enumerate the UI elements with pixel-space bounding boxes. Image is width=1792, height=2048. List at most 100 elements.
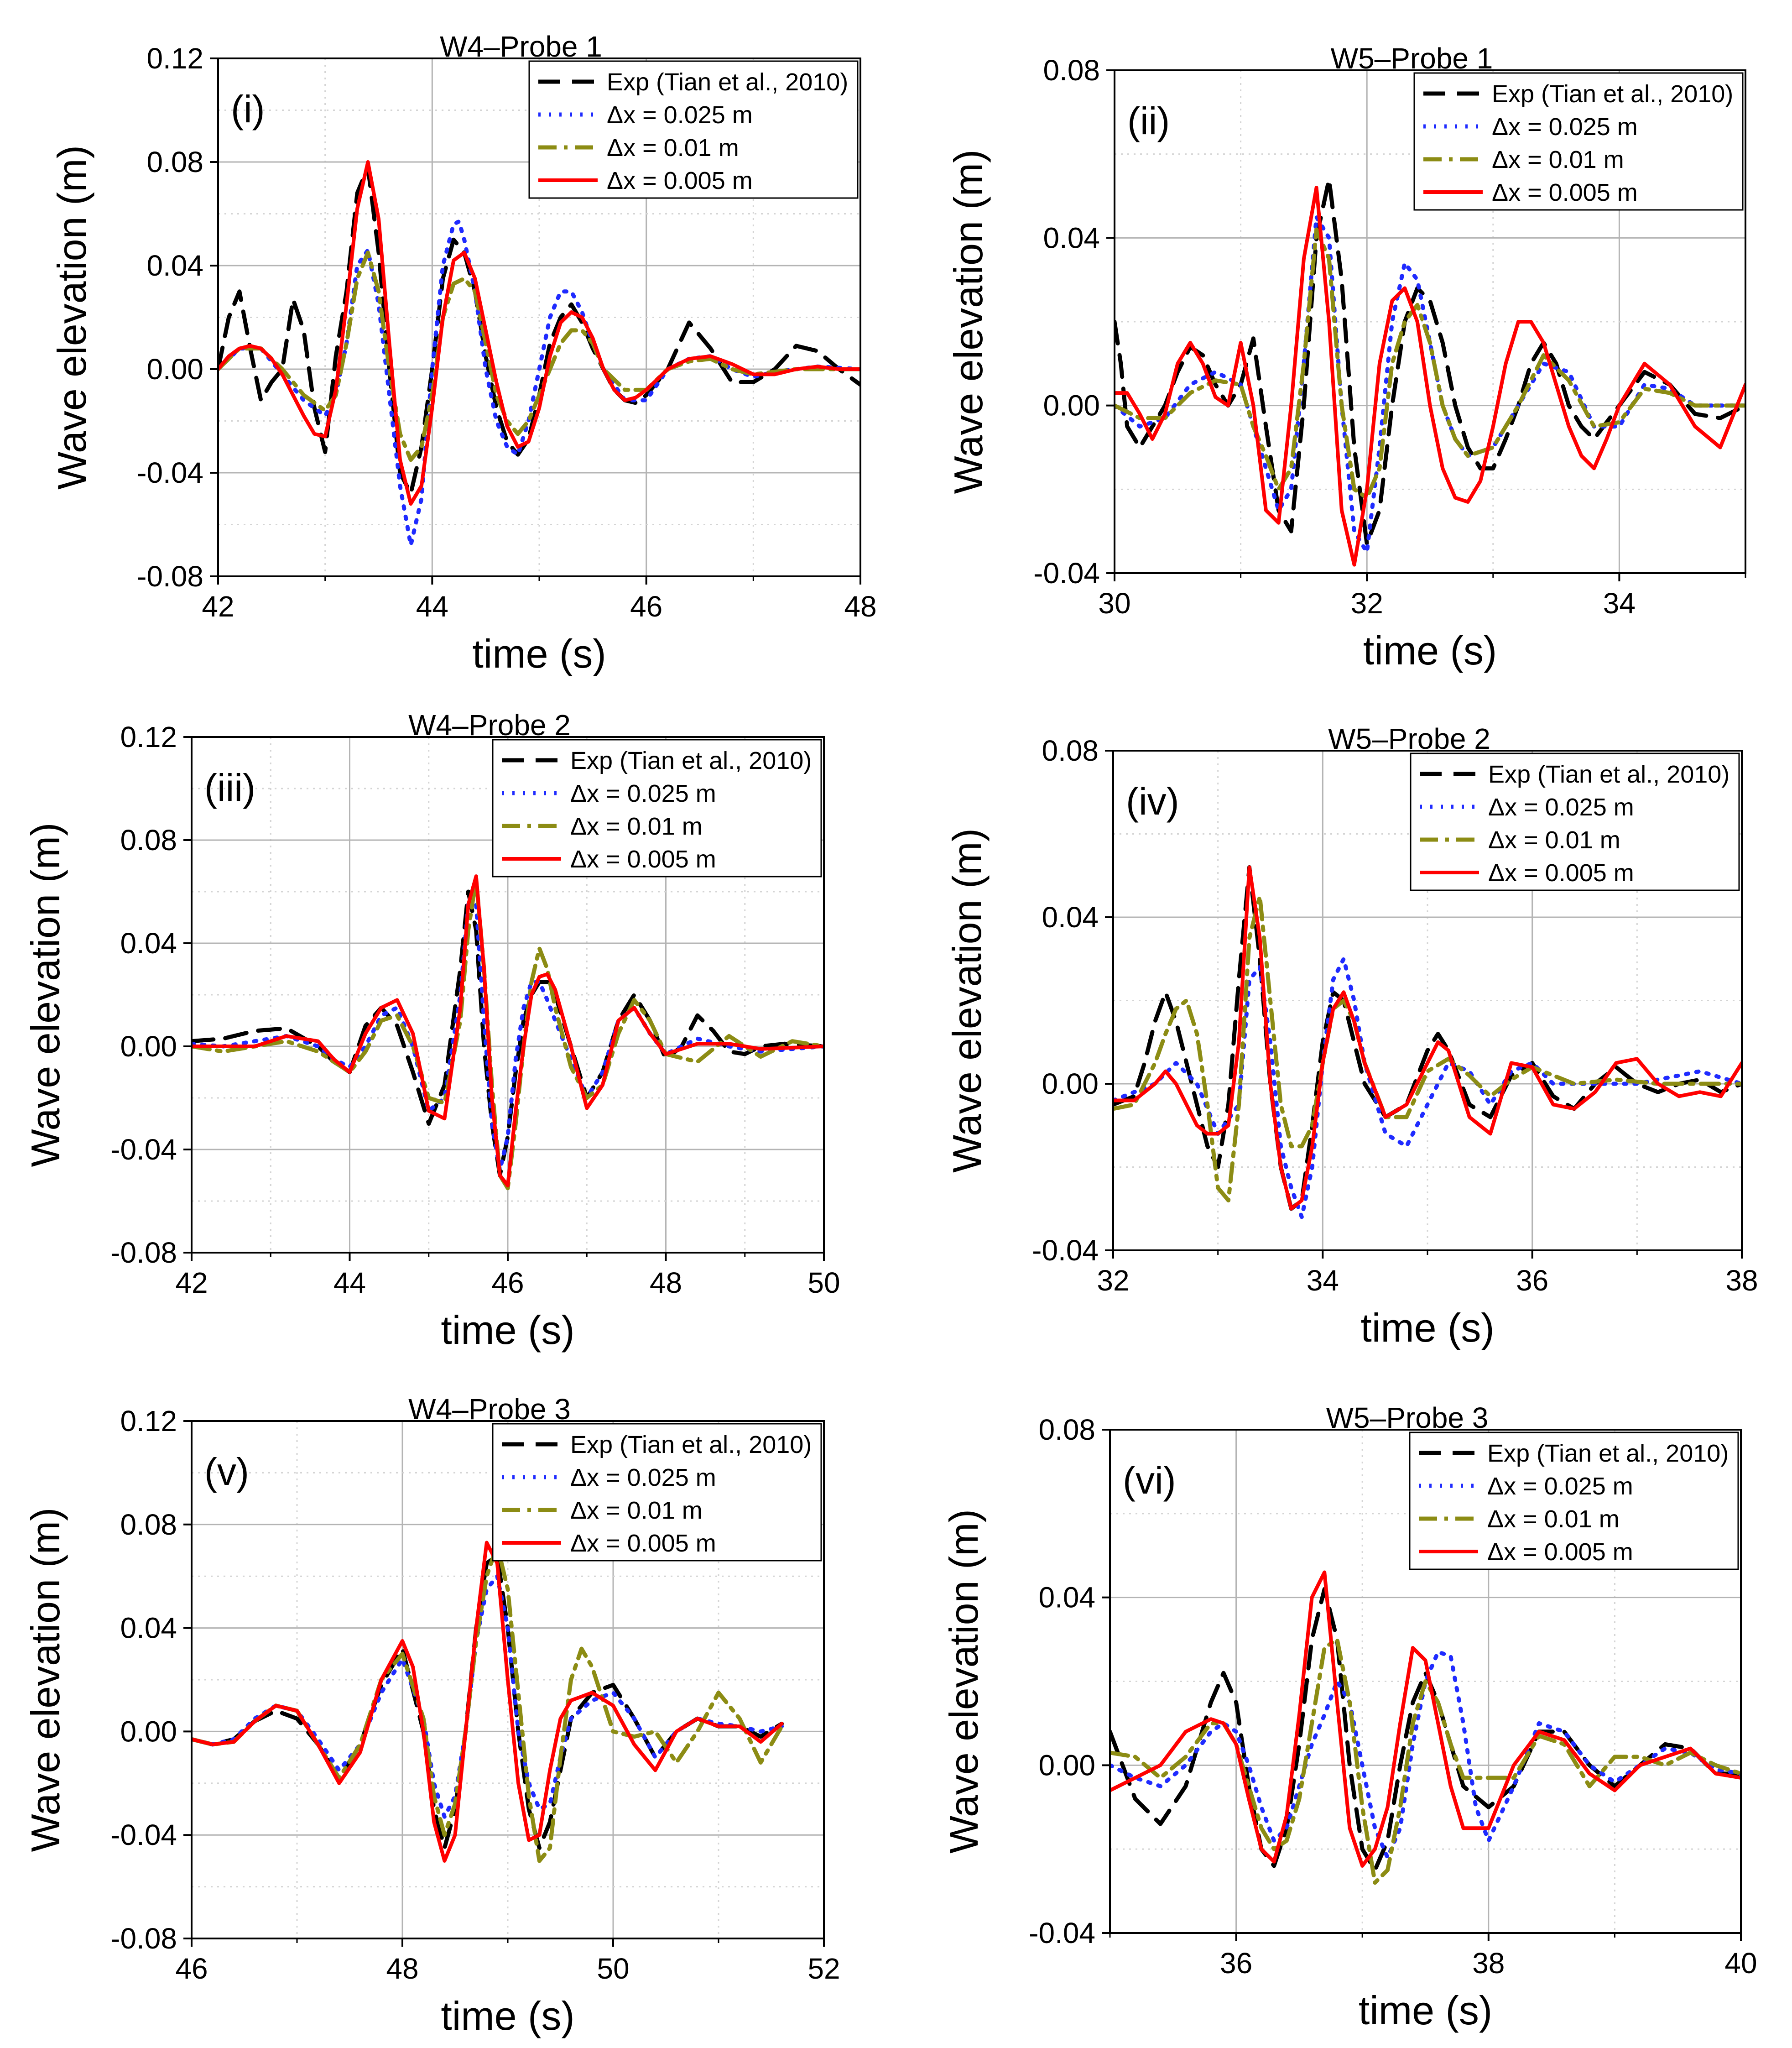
x-axis-label: time (s) <box>472 631 606 676</box>
y-tick-label: -0.04 <box>110 1133 177 1166</box>
legend-entry-dx005: Δx = 0.005 m <box>570 1530 716 1557</box>
legend-entry-dx005: Δx = 0.005 m <box>1488 859 1634 887</box>
panel-tag: (vi) <box>1123 1459 1176 1502</box>
chart-panel-6: 36 38 40 -0.04 0.00 0.04 0.08 time (s) Wave elev… <box>941 1401 1757 2033</box>
x-tick-label: 48 <box>386 1952 418 1985</box>
y-tick-label: -0.04 <box>1033 557 1100 590</box>
y-axis-label: Wave elevation (m) <box>941 1509 986 1854</box>
x-tick-label: 34 <box>1603 587 1636 620</box>
x-tick-label: 50 <box>807 1266 840 1299</box>
y-tick-label: 0.04 <box>1042 901 1099 934</box>
y-tick-label: 0.08 <box>1043 54 1100 87</box>
series-line-dx01 <box>1115 227 1745 500</box>
series-line-exp <box>218 165 860 496</box>
y-tick-label: 0.00 <box>1043 389 1100 422</box>
panel-tag: (ii) <box>1127 99 1170 142</box>
y-tick-label: 0.04 <box>120 1612 177 1645</box>
series-line-dx005 <box>192 874 824 1188</box>
plot-frame <box>1109 1429 1742 1934</box>
legend: Exp (Tian et al., 2010) Δx = 0.025 m Δx = … <box>1410 752 1740 891</box>
x-tick-label: 36 <box>1220 1947 1252 1980</box>
chart-panel-5: 46 48 50 52 -0.08 -0.04 0.00 0.04 0.08 0.12 time (… <box>23 1393 840 2038</box>
y-tick-label: -0.08 <box>110 1922 177 1955</box>
x-axis-label: time (s) <box>1363 628 1497 673</box>
x-tick-label: 34 <box>1307 1264 1339 1297</box>
y-tick-label: 0.12 <box>146 42 203 75</box>
series-line-dx01 <box>1113 894 1742 1202</box>
y-tick-label: -0.08 <box>110 1236 177 1269</box>
panel-tag: (i) <box>231 88 265 131</box>
legend: Exp (Tian et al., 2010) Δx = 0.025 m Δx = … <box>1409 1432 1739 1570</box>
legend-entry-dx025: Δx = 0.025 m <box>1487 1473 1633 1500</box>
x-axis-label: time (s) <box>1359 1988 1492 2033</box>
legend-entry-dx025: Δx = 0.025 m <box>570 1464 716 1491</box>
series-line-dx025 <box>192 1574 784 1819</box>
chart-title: W4–Probe 3 <box>408 1393 571 1426</box>
series-line-dx005 <box>218 160 860 506</box>
chart-title: W5–Probe 3 <box>1326 1401 1489 1434</box>
legend-entry-dx025: Δx = 0.025 m <box>1492 113 1638 141</box>
legend-entry-dx025: Δx = 0.025 m <box>570 780 716 807</box>
x-tick-label: 46 <box>630 590 662 623</box>
chart-panel-4: 32 34 36 38 -0.04 0.00 0.04 0.08 time (s) Wave el… <box>944 722 1758 1350</box>
legend-box <box>1410 752 1740 891</box>
y-tick-label: 0.08 <box>1042 734 1099 767</box>
x-tick-label: 50 <box>597 1952 629 1985</box>
y-tick-label: -0.04 <box>1032 1234 1099 1267</box>
legend-box <box>492 1423 822 1562</box>
y-tick-label: 0.04 <box>120 927 177 960</box>
x-tick-label: 38 <box>1725 1264 1758 1297</box>
legend-entry-exp: Exp (Tian et al., 2010) <box>570 747 812 774</box>
y-tick-label: 0.08 <box>120 1508 177 1541</box>
y-tick-label: 0.00 <box>120 1715 177 1748</box>
legend: Exp (Tian et al., 2010) Δx = 0.025 m Δx = … <box>528 60 859 199</box>
legend-box <box>492 739 822 878</box>
chart-panel-3: 42 44 46 48 50 -0.08 -0.04 0.00 0.04 0.08 0.12 time… <box>23 709 840 1353</box>
chart-panel-2: 30 32 34 -0.04 0.00 0.04 0.08 time (s) Wave elev… <box>946 42 1746 673</box>
y-axis-label: Wave elevation (m) <box>49 145 94 490</box>
legend: Exp (Tian et al., 2010) Δx = 0.025 m Δx = … <box>492 739 822 878</box>
y-axis-label: Wave elevation (m) <box>946 150 991 494</box>
legend-entry-dx005: Δx = 0.005 m <box>607 167 753 194</box>
legend-entry-dx025: Δx = 0.025 m <box>1488 794 1634 821</box>
x-tick-label: 42 <box>202 590 234 623</box>
x-tick-label: 32 <box>1351 587 1383 620</box>
legend-entry-dx025: Δx = 0.025 m <box>607 101 753 129</box>
chart-title: W4–Probe 1 <box>440 30 602 63</box>
y-tick-label: 0.12 <box>120 721 177 753</box>
y-tick-label: 0.08 <box>146 146 203 178</box>
panel-tag: (iii) <box>204 766 255 809</box>
legend-box <box>528 60 859 199</box>
chart-title: W4–Probe 2 <box>408 709 571 742</box>
x-tick-label: 32 <box>1097 1264 1129 1297</box>
x-tick-label: 40 <box>1724 1947 1757 1980</box>
x-tick-label: 44 <box>416 590 448 623</box>
legend: Exp (Tian et al., 2010) Δx = 0.025 m Δx = … <box>492 1423 822 1562</box>
x-tick-label: 44 <box>333 1266 366 1299</box>
x-axis-label: time (s) <box>441 1993 574 2038</box>
y-tick-label: 0.04 <box>146 249 203 282</box>
y-tick-label: 0.00 <box>1038 1749 1095 1782</box>
legend-entry-dx005: Δx = 0.005 m <box>1487 1538 1633 1566</box>
y-axis-label: Wave elevation (m) <box>944 828 990 1173</box>
x-tick-label: 36 <box>1516 1264 1548 1297</box>
y-tick-label: 0.00 <box>120 1030 177 1063</box>
y-axis-label: Wave elevation (m) <box>23 823 68 1167</box>
x-tick-label: 48 <box>844 590 876 623</box>
series-line-dx025 <box>1110 1650 1741 1860</box>
legend-entry-dx01: Δx = 0.01 m <box>1487 1505 1620 1533</box>
legend-entry-dx005: Δx = 0.005 m <box>1492 179 1638 206</box>
y-tick-label: 0.04 <box>1038 1581 1095 1614</box>
y-tick-label: -0.08 <box>137 560 203 593</box>
legend-entry-dx01: Δx = 0.01 m <box>607 134 739 162</box>
legend-entry-exp: Exp (Tian et al., 2010) <box>1487 1440 1729 1467</box>
y-tick-label: -0.04 <box>137 456 203 489</box>
legend-entry-dx01: Δx = 0.01 m <box>1488 826 1620 854</box>
legend-entry-exp: Exp (Tian et al., 2010) <box>1488 761 1729 788</box>
legend: Exp (Tian et al., 2010) Δx = 0.025 m Δx = … <box>1413 72 1744 211</box>
x-tick-label: 38 <box>1472 1947 1505 1980</box>
chart-title: W5–Probe 1 <box>1331 42 1493 75</box>
chart-title: W5–Probe 2 <box>1328 722 1490 755</box>
x-axis-label: time (s) <box>441 1307 574 1353</box>
